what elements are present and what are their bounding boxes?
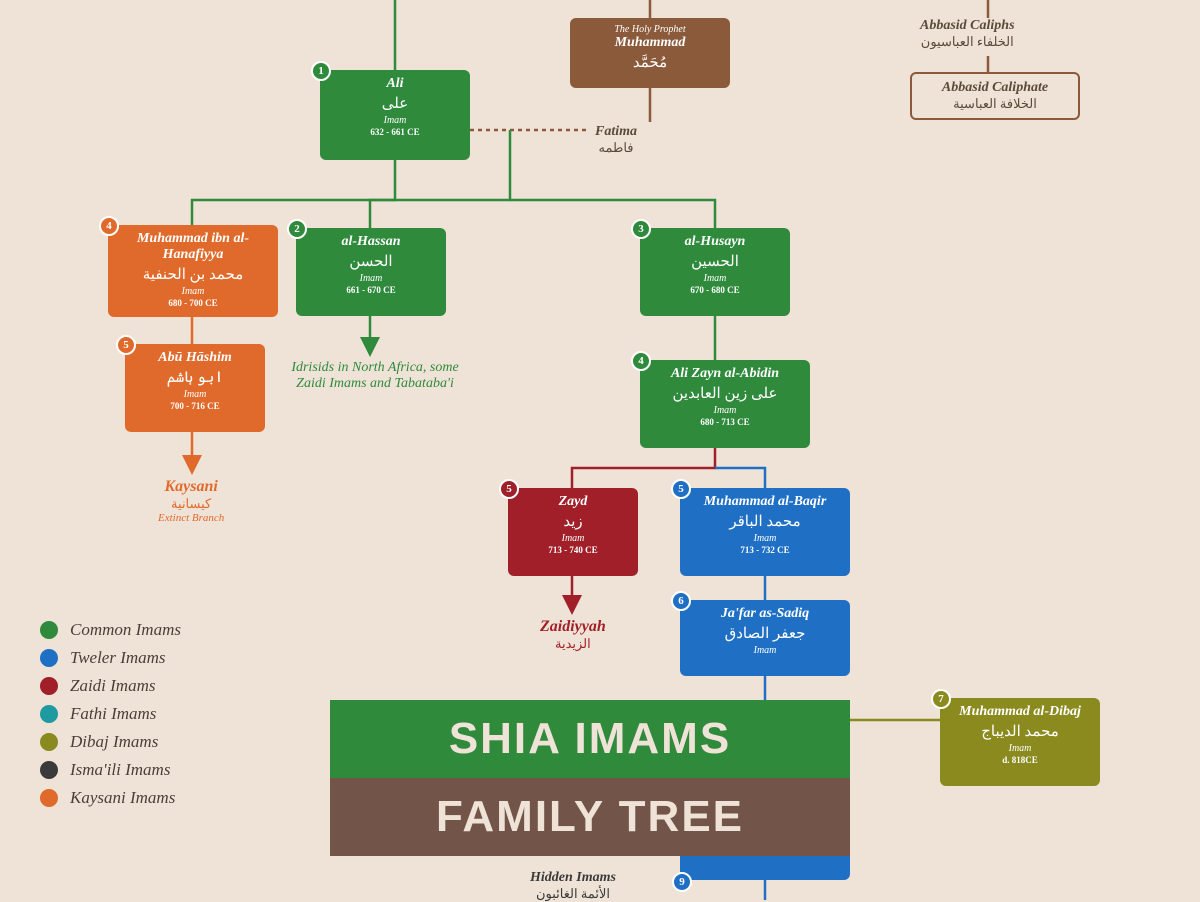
title-top: SHIA IMAMS xyxy=(330,700,850,778)
node-sadiq: 6Ja'far as-Sadiqجعفر الصادقImam xyxy=(680,600,850,676)
label-idrisids: Idrisids in North Africa, some Zaidi Ima… xyxy=(280,360,470,392)
label-kaysani: Kaysani کیسانیة Extinct Branch xyxy=(158,478,224,524)
label-hidden-imams: Hidden Imams الأئمة الغائبون xyxy=(530,870,616,902)
label-zaidiyyah: Zaidiyyah الزيدية xyxy=(540,618,606,652)
node-abuhashim: 5Abū Hāshimابو ہاشمImam700 - 716 CE xyxy=(125,344,265,432)
legend-item: Zaidi Imams xyxy=(40,676,181,696)
legend: Common Imams Tweler Imams Zaidi Imams Fathi… xyxy=(40,620,181,816)
legend-item: Common Imams xyxy=(40,620,181,640)
box-abbasid-caliphate: Abbasid Caliphate الخلافة العباسية xyxy=(910,72,1080,120)
node-zayn: 4Ali Zayn al-Abidinعلى زين العابدينImam6… xyxy=(640,360,810,448)
label-fatima: Fatima فاطمه xyxy=(595,124,637,156)
legend-item: Dibaj Imams xyxy=(40,732,181,752)
node-dibaj: 7Muhammad al-Dibajمحمد الديباجImamd. 818… xyxy=(940,698,1100,786)
title-banner: SHIA IMAMS FAMILY TREE xyxy=(330,700,850,856)
node-baqir: 5Muhammad al-Baqirمحمد الباقرImam713 - 7… xyxy=(680,488,850,576)
legend-item: Isma'ili Imams xyxy=(40,760,181,780)
node-hassan: 2al-HassanالحسنImam661 - 670 CE xyxy=(296,228,446,316)
title-bot: FAMILY TREE xyxy=(330,778,850,856)
legend-item: Kaysani Imams xyxy=(40,788,181,808)
node-zayd: 5ZaydزيدImam713 - 740 CE xyxy=(508,488,638,576)
legend-item: Fathi Imams xyxy=(40,704,181,724)
legend-item: Tweler Imams xyxy=(40,648,181,668)
badge-9: 9 xyxy=(672,872,692,892)
node-hanafiyya: 4Muhammad ibn al-Hanafiyyaمحمد بن الحنفي… xyxy=(108,225,278,317)
node-husayn: 3al-HusaynالحسينImam670 - 680 CE xyxy=(640,228,790,316)
node-muhammad: The Holy ProphetMuhammadمُحَمَّد xyxy=(570,18,730,88)
label-abbasid-caliphs: Abbasid Caliphs الخلفاء العباسيون xyxy=(920,18,1015,50)
node-ali: 1AliعلىImam632 - 661 CE xyxy=(320,70,470,160)
